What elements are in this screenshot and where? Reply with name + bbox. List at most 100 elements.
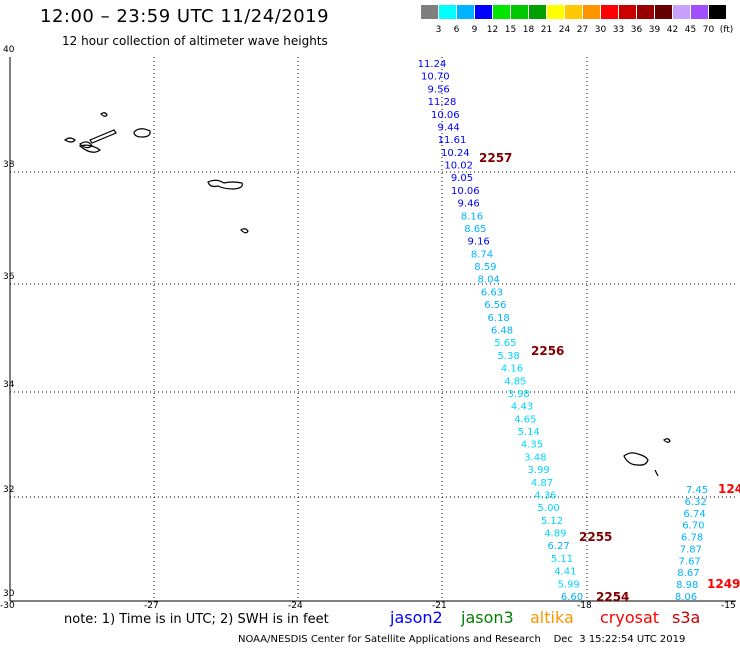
satellite-legend-altika: altika	[530, 608, 574, 627]
wave-height-label: 3.99	[528, 465, 550, 476]
colorbar-label: 70	[702, 25, 715, 35]
colorbar-swatch	[619, 5, 636, 19]
island-sao-jorge	[89, 129, 117, 144]
satellite-legend-jason3: jason3	[461, 608, 514, 627]
wave-height-label: 6.60	[561, 592, 583, 603]
wave-height-label: 6.56	[484, 300, 506, 311]
wave-height-label: 6.78	[681, 533, 703, 544]
wave-height-label: 10.06	[451, 186, 480, 197]
island-graciosa	[100, 112, 108, 117]
colorbar-label: 15	[504, 25, 517, 35]
wave-height-label: 6.27	[548, 541, 570, 552]
colorbar-swatch	[655, 5, 672, 19]
wave-height-label: 4.89	[544, 529, 566, 540]
wave-height-label: 4.35	[521, 440, 543, 451]
island-porto-santo	[663, 438, 671, 443]
colorbar-swatch	[583, 5, 600, 19]
map-grid	[10, 57, 736, 601]
colorbar-label: 30	[594, 25, 607, 35]
colorbar-swatch	[421, 5, 438, 19]
colorbar-label: 9	[471, 25, 478, 35]
colorbar-label: (ft)	[719, 25, 734, 35]
map-title: 12:00 – 23:59 UTC 11/24/2019	[40, 6, 330, 27]
wave-height-label: 10.06	[431, 110, 460, 121]
colorbar-swatch	[493, 5, 510, 19]
colorbar-swatch	[601, 5, 618, 19]
colorbar-swatch	[439, 5, 456, 19]
wave-height-label: 5.12	[541, 516, 563, 527]
wave-height-label: 9.44	[438, 122, 460, 133]
wave-height-label: 5.11	[551, 554, 573, 565]
wave-height-label: 8.98	[676, 580, 698, 591]
wave-height-label: 8.04	[478, 275, 500, 286]
wave-height-label: 9.16	[468, 237, 490, 248]
wave-height-label: 10.70	[421, 72, 450, 83]
colorbar-swatch	[511, 5, 528, 19]
wave-height-label: 6.70	[682, 521, 704, 532]
wave-height-label: 6.18	[488, 313, 510, 324]
colorbar-swatch	[529, 5, 546, 19]
wave-height-label: 11.61	[438, 135, 467, 146]
wave-height-label: 8.59	[474, 262, 496, 273]
island-flores	[63, 137, 76, 143]
wave-height-label: 10.02	[444, 161, 473, 172]
wave-height-label: 4.43	[511, 402, 533, 413]
wave-height-label: 7.67	[679, 556, 701, 567]
colorbar-label: 12	[486, 25, 499, 35]
colorbar-label: 39	[648, 25, 661, 35]
wave-height-label: 4.85	[504, 376, 526, 387]
colorbar-label: 36	[630, 25, 643, 35]
wave-height-label: 6.63	[481, 287, 503, 298]
pass-time-label: 2254	[596, 590, 629, 604]
wave-height-label: 4.65	[514, 414, 536, 425]
colorbar-label: 3	[435, 25, 442, 35]
wave-height-label: 10.24	[441, 148, 470, 159]
map-subtitle: 12 hour collection of altimeter wave hei…	[62, 34, 328, 48]
colorbar-label: 33	[612, 25, 625, 35]
pass-time-label: 2257	[479, 151, 512, 165]
island-pico	[78, 144, 102, 153]
longitude-tick-label: -27	[144, 601, 159, 611]
wave-height-label: 6.32	[685, 497, 707, 508]
longitude-tick-label: -21	[432, 601, 447, 611]
latitude-tick-label: 40	[3, 45, 15, 55]
wave-height-label: 7.45	[686, 485, 708, 496]
colorbar-swatch	[709, 5, 726, 19]
latitude-tick-label: 34	[3, 380, 15, 390]
pass-time-label: 2255	[579, 530, 612, 544]
wave-height-label: 3.98	[508, 389, 530, 400]
wave-height-label: 5.38	[498, 351, 520, 362]
island-santa-maria	[240, 228, 249, 234]
island-desertas	[654, 469, 659, 477]
longitude-tick-label: -30	[0, 601, 15, 611]
pass-time-label: 2256	[531, 344, 564, 358]
satellite-legend-jason2: jason2	[390, 608, 443, 627]
latitude-tick-label: 30	[3, 589, 15, 599]
wave-height-label: 4.36	[534, 490, 556, 501]
colorbar-label: 18	[522, 25, 535, 35]
wave-height-label: 4.41	[554, 567, 576, 578]
longitude-tick-label: -24	[288, 601, 303, 611]
longitude-tick-label: -18	[577, 601, 592, 611]
latitude-tick-label: 36	[3, 272, 15, 282]
wave-height-label: 8.65	[464, 224, 486, 235]
wave-height-label: 11.28	[428, 97, 457, 108]
latitude-tick-label: 32	[3, 485, 15, 495]
island-sao-miguel	[207, 179, 243, 190]
colorbar-label: 21	[540, 25, 553, 35]
wave-height-label: 5.00	[538, 503, 560, 514]
latitude-tick-label: 38	[3, 160, 15, 170]
wave-height-label: 9.56	[428, 84, 450, 95]
wave-height-label: 8.74	[471, 249, 493, 260]
wave-height-label: 5.65	[494, 338, 516, 349]
wave-height-label: 8.16	[461, 211, 483, 222]
colorbar-label: 27	[576, 25, 589, 35]
wave-height-label: 5.14	[518, 427, 540, 438]
longitude-tick-label: -15	[721, 601, 736, 611]
wave-height-label: 4.87	[531, 478, 553, 489]
colorbar-swatch	[547, 5, 564, 19]
wave-height-label: 6.74	[683, 509, 705, 520]
colorbar-label: 45	[684, 25, 697, 35]
track-secondary: 7.456.326.746.706.787.877.678.678.988.06…	[675, 482, 740, 603]
